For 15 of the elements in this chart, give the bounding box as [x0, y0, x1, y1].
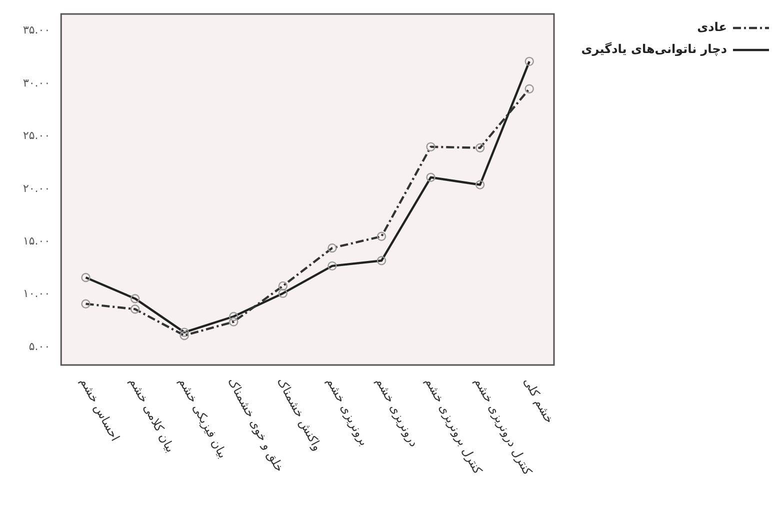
y-tick-label: ۳۰.۰۰ — [22, 76, 50, 90]
y-tick-label: ۵.۰۰ — [28, 340, 50, 353]
x-tick-label: خشم کلی — [520, 375, 557, 426]
legend-label: عادی — [697, 20, 727, 34]
x-tick-label: واکنش خشمناک — [274, 375, 325, 454]
x-tick-label: برونریزی خشم — [324, 375, 372, 448]
y-tick-label: ۲۰.۰۰ — [22, 182, 50, 195]
x-tick-label: درونریزی خشم — [373, 375, 422, 450]
legend-label: دچار ناتوانی‌های یادگیری — [581, 42, 727, 56]
y-tick-label: ۳۵.۰۰ — [22, 24, 50, 37]
x-tick-label: بیان کلامی خشم — [126, 375, 178, 455]
x-tick-label: احساس خشم — [77, 375, 122, 444]
y-tick-label: ۱۰.۰۰ — [22, 287, 50, 300]
y-tick-label: ۲۵.۰۰ — [22, 129, 50, 142]
y-tick-label: ۱۵.۰۰ — [22, 234, 50, 248]
